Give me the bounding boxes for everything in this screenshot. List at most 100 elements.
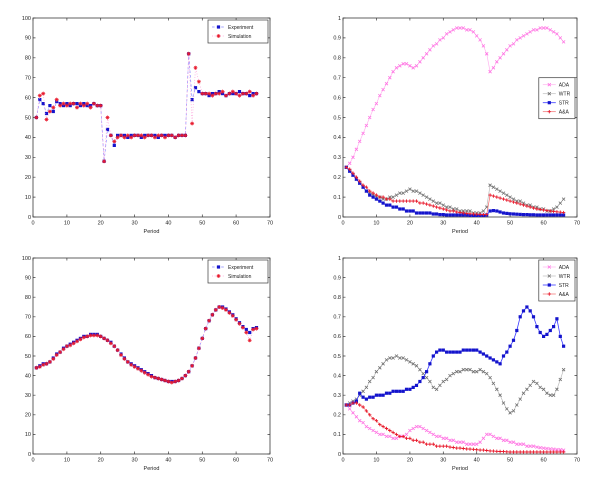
legend-label-WTR: WTR — [559, 92, 571, 98]
legend-box — [538, 259, 576, 302]
series-ADA — [344, 26, 566, 170]
series-ADA — [344, 403, 566, 452]
x-tick-label: 10 — [64, 221, 70, 227]
y-tick-label: 30 — [25, 393, 31, 399]
x-tick-label: 50 — [507, 458, 513, 464]
x-tick-label: 0 — [31, 221, 34, 227]
x-tick-label: 60 — [541, 458, 547, 464]
series-Experiment — [34, 305, 259, 384]
y-tick-label: 0 — [338, 215, 341, 221]
y-tick-label: 1 — [338, 16, 341, 22]
y-tick-label: 0.8 — [333, 56, 341, 62]
plot-cell-bottom-right: 0 10 20 30 40 50 60 70 0 0.1 0.2 0.3 0.4 0.5 0.6 0.7 0.8… — [300, 245, 600, 491]
y-tick-label: 70 — [25, 76, 31, 82]
y-tick-label: 50 — [25, 115, 31, 121]
y-tick-label: 100 — [22, 256, 31, 262]
x-tick-label: 10 — [373, 221, 379, 227]
x-tick-label: 0 — [341, 221, 344, 227]
legend: Experiment Simulation — [207, 19, 269, 44]
y-tick-label: 0.6 — [333, 95, 341, 101]
y-tick-label: 0.6 — [333, 334, 341, 340]
y-tick-label: 90 — [25, 275, 31, 281]
series-Simulation — [34, 51, 259, 164]
x-tick-label: 20 — [407, 221, 413, 227]
y-tick-label: 10 — [25, 432, 31, 438]
y-tick-label: 40 — [25, 135, 31, 141]
legend-label-ADA: ADA — [559, 83, 570, 89]
x-tick-label: 40 — [165, 221, 171, 227]
legend-label-Experiment: Experiment — [228, 265, 254, 271]
plot-top-right: 0 10 20 30 40 50 60 70 0 0.1 0.2 0.3 0.4 0.5 0.6 0.7 0.8… — [333, 16, 580, 235]
x-tick-label: 60 — [541, 221, 547, 227]
y-tick-label: 80 — [25, 295, 31, 301]
x-axis-label: Period — [452, 466, 468, 472]
y-tick-label: 0.2 — [333, 175, 341, 181]
y-tick-label: 20 — [25, 413, 31, 419]
x-tick-label: 0 — [31, 458, 34, 464]
x-tick-label: 50 — [199, 221, 205, 227]
plot-cell-bottom-left: 0 10 20 30 40 50 60 70 0 10 20 30 40 50 60 70 80 90 100 Per… — [0, 245, 300, 491]
x-tick-label: 30 — [440, 221, 446, 227]
y-tick-label: 40 — [25, 373, 31, 379]
x-tick-label: 30 — [132, 458, 138, 464]
y-tick-label: 80 — [25, 56, 31, 62]
y-tick-label: 20 — [25, 175, 31, 181]
x-tick-label: 30 — [132, 221, 138, 227]
y-tick-label: 90 — [25, 36, 31, 42]
legend: ADA WTR STR A&A — [538, 77, 576, 120]
plot-cell-top-left: 0 10 20 30 40 50 60 70 0 10 20 30 40 50 60 70 80 90 100 Per… — [0, 0, 300, 245]
legend-label-STR: STR — [559, 101, 569, 107]
y-tick-label: 0.1 — [333, 195, 341, 201]
legend-label-A&A: A&A — [559, 292, 570, 298]
legend: Experiment Simulation — [207, 259, 269, 284]
legend-label-WTR: WTR — [559, 274, 571, 280]
y-tick-label: 0 — [338, 452, 341, 458]
y-tick-label: 0.5 — [333, 354, 341, 360]
y-tick-label: 0.9 — [333, 275, 341, 281]
y-tick-label: 0.4 — [333, 373, 341, 379]
y-tick-label: 0.5 — [333, 115, 341, 121]
x-tick-label: 0 — [341, 458, 344, 464]
x-tick-label: 70 — [574, 458, 580, 464]
y-tick-label: 100 — [22, 16, 31, 22]
y-tick-label: 0 — [28, 452, 31, 458]
x-tick-label: 50 — [199, 458, 205, 464]
x-tick-label: 60 — [233, 458, 239, 464]
y-tick-label: 10 — [25, 195, 31, 201]
axes-box — [32, 257, 271, 455]
y-tick-label: 60 — [25, 95, 31, 101]
legend-label-Simulation: Simulation — [228, 274, 252, 280]
x-tick-label: 70 — [267, 458, 273, 464]
y-tick-label: 50 — [25, 354, 31, 360]
y-tick-label: 0.3 — [333, 155, 341, 161]
series-A&A — [344, 401, 566, 454]
x-axis-label: Period — [144, 466, 160, 472]
x-tick-label: 60 — [233, 221, 239, 227]
plot-bottom-left: 0 10 20 30 40 50 60 70 0 10 20 30 40 50 60 70 80 90 100 Per… — [22, 256, 273, 472]
x-tick-label: 30 — [440, 458, 446, 464]
plot-cell-top-right: 0 10 20 30 40 50 60 70 0 0.1 0.2 0.3 0.4 0.5 0.6 0.7 0.8… — [300, 0, 600, 245]
x-tick-label: 10 — [373, 458, 379, 464]
y-tick-label: 70 — [25, 315, 31, 321]
y-tick-label: 0.7 — [333, 315, 341, 321]
legend: ADA WTR STR A&A — [538, 259, 576, 302]
series-WTR — [344, 165, 566, 215]
y-tick-label: 1 — [338, 256, 341, 262]
x-axis-label: Period — [144, 229, 160, 235]
legend-label-STR: STR — [559, 283, 569, 289]
x-axis-label: Period — [452, 229, 468, 235]
series-A&A — [344, 165, 566, 217]
series-Experiment — [34, 52, 259, 163]
x-tick-label: 70 — [267, 221, 273, 227]
plot-bottom-right: 0 10 20 30 40 50 60 70 0 0.1 0.2 0.3 0.4 0.5 0.6 0.7 0.8… — [333, 256, 580, 472]
y-tick-label: 0.3 — [333, 393, 341, 399]
legend-label-A&A: A&A — [559, 110, 570, 116]
x-tick-label: 50 — [507, 221, 513, 227]
axes-box — [32, 17, 271, 218]
y-tick-label: 0.4 — [333, 135, 341, 141]
series-STR — [344, 305, 566, 407]
x-tick-label: 70 — [574, 221, 580, 227]
legend-label-Experiment: Experiment — [228, 25, 254, 31]
x-tick-label: 40 — [165, 458, 171, 464]
